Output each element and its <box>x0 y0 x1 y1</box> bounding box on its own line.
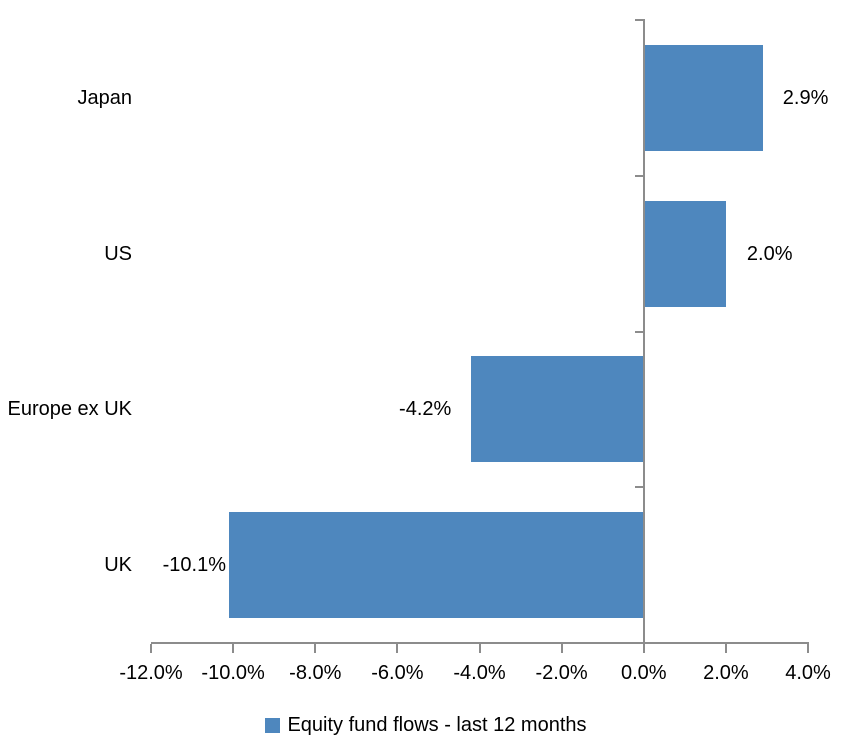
x-axis-tick-label: 2.0% <box>703 662 749 684</box>
bar-uk <box>229 512 644 619</box>
x-axis-tick-label: -2.0% <box>535 662 588 684</box>
x-axis-tick-label: -8.0% <box>289 662 342 684</box>
category-label: US <box>104 242 132 265</box>
value-label: 2.0% <box>746 242 793 265</box>
x-axis-tick <box>642 644 645 653</box>
category-axis-tick <box>634 19 643 21</box>
value-label: -10.1% <box>162 554 226 577</box>
x-axis-tick <box>314 644 317 653</box>
legend-swatch-icon <box>265 717 281 733</box>
x-axis-tick <box>396 644 399 653</box>
x-axis-tick <box>150 644 152 653</box>
x-axis-line <box>151 642 809 644</box>
category-axis-tick <box>634 174 643 177</box>
x-axis-tick-label: -12.0% <box>119 662 183 684</box>
x-axis-tick <box>724 644 727 653</box>
legend-label: Equity fund flows - last 12 months <box>287 714 587 736</box>
x-axis-tick-label: -6.0% <box>371 662 424 684</box>
value-label: -4.2% <box>399 398 452 421</box>
bar-europe-ex-uk <box>471 356 644 463</box>
x-axis-tick-label: -10.0% <box>201 662 265 684</box>
category-label: Japan <box>77 86 133 109</box>
x-axis-tick <box>232 644 235 653</box>
x-axis-tick-label: -4.0% <box>453 662 506 684</box>
category-axis-tick <box>634 330 643 333</box>
x-axis-tick <box>560 644 563 653</box>
zero-axis-line <box>642 19 645 643</box>
value-label: 2.9% <box>782 86 829 109</box>
x-axis-tick-label: 0.0% <box>621 662 667 684</box>
category-label: Europe ex UK <box>7 398 132 421</box>
bar-japan <box>643 44 763 151</box>
x-axis-tick <box>807 644 809 653</box>
x-axis-tick <box>478 644 481 653</box>
x-axis-tick-label: 4.0% <box>785 662 831 684</box>
bar-us <box>643 200 726 307</box>
legend: Equity fund flows - last 12 months <box>0 710 852 740</box>
category-label: UK <box>104 554 132 577</box>
category-axis-tick <box>634 486 643 489</box>
